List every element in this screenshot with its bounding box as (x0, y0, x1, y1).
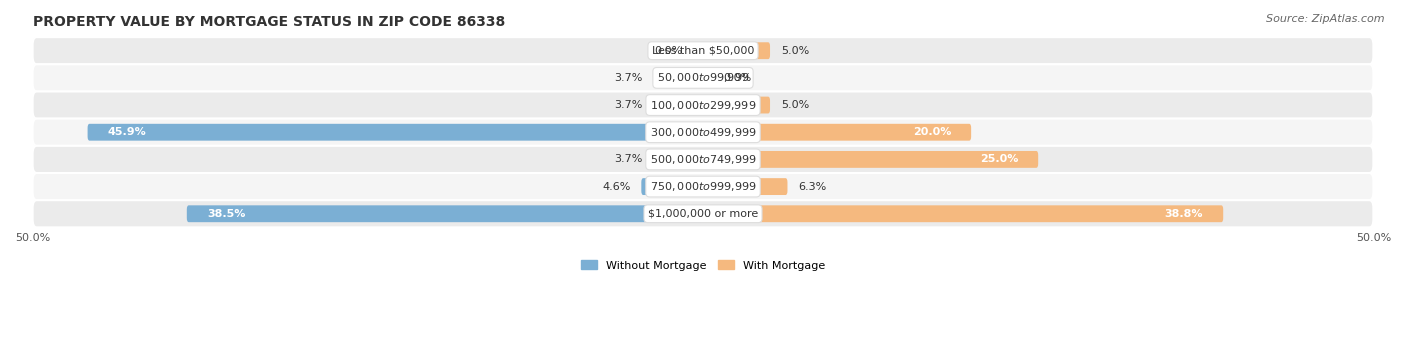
Legend: Without Mortgage, With Mortgage: Without Mortgage, With Mortgage (576, 256, 830, 275)
FancyBboxPatch shape (32, 91, 1374, 119)
Text: 3.7%: 3.7% (614, 100, 643, 110)
Text: 0.0%: 0.0% (723, 73, 751, 83)
FancyBboxPatch shape (641, 178, 703, 195)
FancyBboxPatch shape (32, 37, 1374, 64)
Text: 4.6%: 4.6% (602, 181, 631, 192)
Text: 20.0%: 20.0% (912, 127, 950, 137)
Text: Less than $50,000: Less than $50,000 (652, 46, 754, 56)
FancyBboxPatch shape (654, 151, 703, 168)
Text: 6.3%: 6.3% (799, 181, 827, 192)
FancyBboxPatch shape (703, 42, 770, 59)
FancyBboxPatch shape (703, 97, 770, 114)
FancyBboxPatch shape (32, 200, 1374, 227)
FancyBboxPatch shape (187, 205, 703, 222)
FancyBboxPatch shape (703, 124, 972, 140)
Text: 45.9%: 45.9% (108, 127, 146, 137)
Text: $500,000 to $749,999: $500,000 to $749,999 (650, 153, 756, 166)
Text: 3.7%: 3.7% (614, 73, 643, 83)
Text: 5.0%: 5.0% (780, 46, 808, 56)
Text: $100,000 to $299,999: $100,000 to $299,999 (650, 99, 756, 112)
FancyBboxPatch shape (703, 205, 1223, 222)
Text: $750,000 to $999,999: $750,000 to $999,999 (650, 180, 756, 193)
Text: 38.8%: 38.8% (1164, 209, 1204, 219)
Text: Source: ZipAtlas.com: Source: ZipAtlas.com (1267, 14, 1385, 24)
FancyBboxPatch shape (32, 119, 1374, 146)
FancyBboxPatch shape (703, 151, 1038, 168)
FancyBboxPatch shape (654, 97, 703, 114)
FancyBboxPatch shape (32, 64, 1374, 91)
FancyBboxPatch shape (703, 178, 787, 195)
FancyBboxPatch shape (87, 124, 703, 140)
Text: 38.5%: 38.5% (207, 209, 245, 219)
Text: 0.0%: 0.0% (655, 46, 683, 56)
Text: 25.0%: 25.0% (980, 154, 1018, 164)
FancyBboxPatch shape (654, 70, 703, 86)
Text: PROPERTY VALUE BY MORTGAGE STATUS IN ZIP CODE 86338: PROPERTY VALUE BY MORTGAGE STATUS IN ZIP… (32, 15, 505, 29)
FancyBboxPatch shape (32, 173, 1374, 200)
Text: $300,000 to $499,999: $300,000 to $499,999 (650, 126, 756, 139)
Text: $50,000 to $99,999: $50,000 to $99,999 (657, 71, 749, 84)
Text: 5.0%: 5.0% (780, 100, 808, 110)
Text: $1,000,000 or more: $1,000,000 or more (648, 209, 758, 219)
Text: 3.7%: 3.7% (614, 154, 643, 164)
FancyBboxPatch shape (32, 146, 1374, 173)
